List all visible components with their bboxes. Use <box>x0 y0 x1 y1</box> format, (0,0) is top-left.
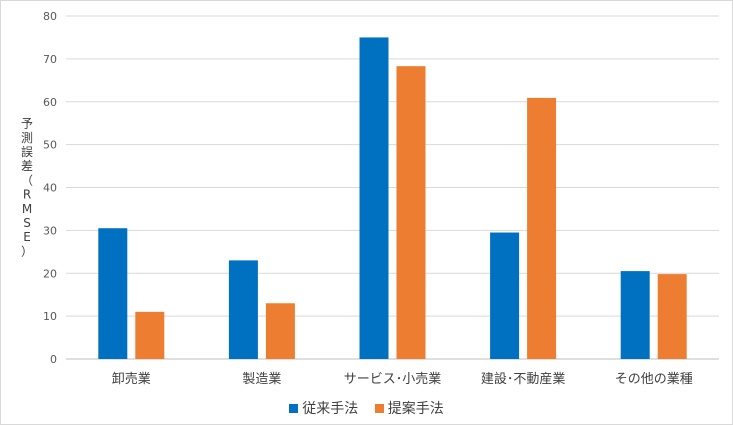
y-tick-label: 70 <box>43 53 57 66</box>
bar-series-2-3 <box>396 66 426 359</box>
bar-series-1-5 <box>620 271 650 359</box>
bar-series-1-3 <box>359 37 389 359</box>
bar-series-1-1 <box>98 228 128 359</box>
y-axis-title: 予測誤差（ R M S E） <box>21 117 33 259</box>
y-tick-label: 40 <box>43 182 57 195</box>
legend-label-series-1: 従来手法 <box>302 401 359 417</box>
x-category-label: 製造業 <box>242 371 281 387</box>
y-axis-label: 予測誤差（ R M S E） <box>21 117 33 259</box>
y-tick-label: 20 <box>43 267 57 280</box>
y-tick-label: 50 <box>43 139 57 152</box>
x-category-label: 卸売業 <box>112 371 151 387</box>
y-tick-label: 0 <box>50 353 57 366</box>
gridlines <box>66 15 719 360</box>
x-category-label: サービス･小売業 <box>344 371 442 387</box>
legend: 従来手法 提案手法 <box>1 398 732 418</box>
bar-series-1-2 <box>228 260 258 359</box>
legend-swatch-series-1 <box>289 403 299 413</box>
bar-series-1-4 <box>490 232 520 359</box>
legend-label-series-2: 提案手法 <box>387 401 444 417</box>
bar-series-2-4 <box>527 97 557 360</box>
y-tick-label: 80 <box>43 10 57 23</box>
y-tick-label: 30 <box>43 224 57 237</box>
y-tick-label: 10 <box>43 310 57 323</box>
legend-swatch-series-2 <box>374 403 384 413</box>
bar-series-2-5 <box>657 274 687 359</box>
y-tick-label: 60 <box>43 96 57 109</box>
bars <box>98 37 687 360</box>
x-category-label: 建設･不動産業 <box>481 371 566 387</box>
legend-item-series-1: 従来手法 <box>289 398 358 418</box>
bar-series-2-1 <box>135 311 165 359</box>
axes: 0 10 20 30 40 50 60 70 80 卸売業 製造業 サービス･小売業 建設･不動産業 その… <box>43 10 693 387</box>
bar-series-2-2 <box>265 303 295 359</box>
legend-item-series-2: 提案手法 <box>374 398 444 418</box>
x-category-label: その他の業種 <box>615 371 693 387</box>
